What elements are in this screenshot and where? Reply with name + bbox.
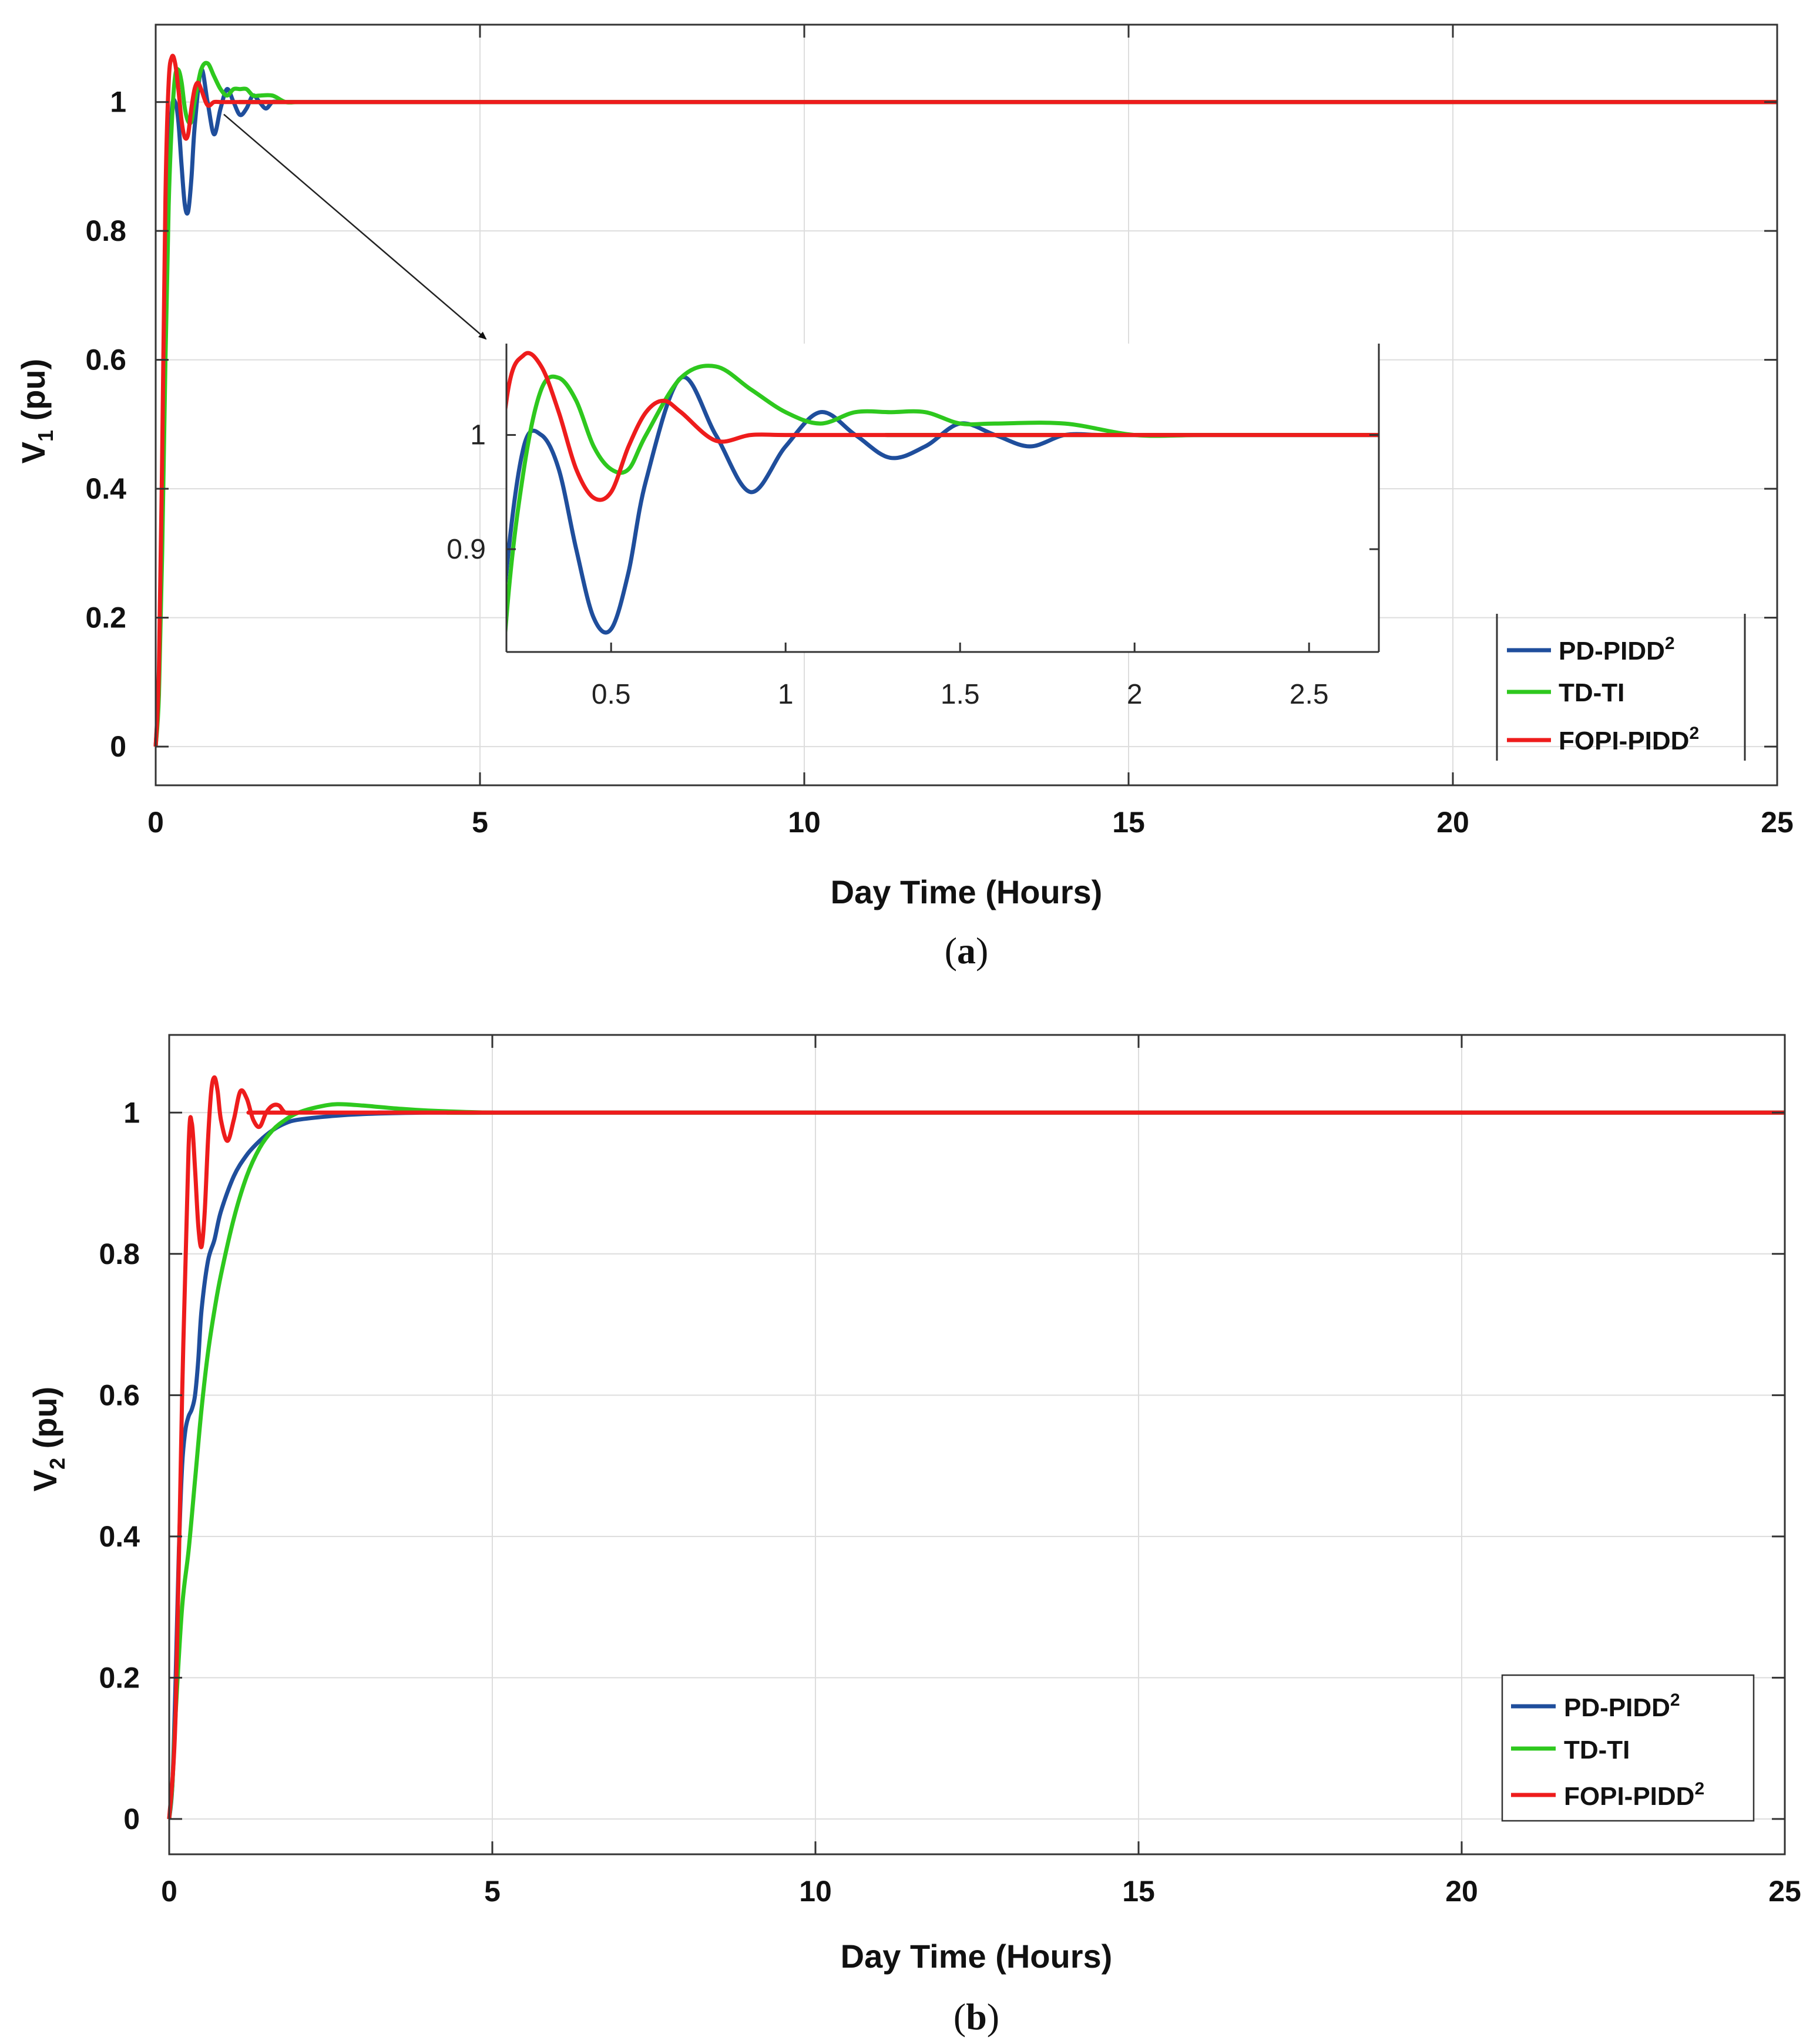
chart-a-series (153, 53, 1777, 747)
chart-a-ytick-label: 0.4 (85, 472, 126, 505)
chart-a-frame (155, 23, 1778, 786)
chart-b-ytick-label: 0 (123, 1803, 140, 1835)
chart-b-xtick-label: 15 (1122, 1875, 1155, 1908)
chart-b-xtick-label: 5 (484, 1875, 501, 1908)
chart-b-ytick-label: 0.6 (99, 1379, 140, 1411)
chart-a: 0 5 10 15 20 25 0 0.2 0.4 0.6 0.8 1 V1 (pu) Day Ti… (15, 23, 1794, 971)
inset-ytick-label: 1 (470, 420, 486, 451)
chart-b-ytick-label: 1 (123, 1096, 140, 1129)
chart-b-series (167, 1075, 1785, 1820)
chart-b-legend: PD-PIDD2 TD-TI FOPI-PIDD2 (1501, 1674, 1755, 1822)
legend-label-td-ti-b: TD-TI (1564, 1736, 1630, 1764)
chart-b-xtick-label: 10 (799, 1875, 832, 1908)
chart-b: 0 5 10 15 20 25 0 0.2 0.4 0.6 0.8 1 V2 (pu) Day Ti… (26, 1034, 1801, 2038)
legend-item-fopi-pidd2-b[interactable]: FOPI-PIDD2 (1511, 1779, 1704, 1811)
chart-a-xtick-label: 0 (147, 806, 164, 839)
chart-b-ytick-label: 0.8 (99, 1238, 140, 1270)
inset-series-line-td-ti (506, 364, 1379, 644)
chart-a-inset-plot-area (506, 344, 1379, 652)
chart-a-xtick-label: 20 (1436, 806, 1469, 839)
legend-label-fopi-pidd2: FOPI-PIDD2 (1559, 724, 1699, 755)
legend-item-td-ti-b[interactable]: TD-TI (1511, 1736, 1630, 1764)
legend-label-pd-pidd2: PD-PIDD2 (1559, 634, 1675, 665)
legend-item-pd-pidd2-b[interactable]: PD-PIDD2 (1511, 1690, 1680, 1722)
inset-xtick-label: 1.5 (941, 679, 980, 710)
chart-a-ytick-label: 0.6 (85, 344, 126, 376)
legend-label-td-ti: TD-TI (1559, 678, 1624, 707)
chart-a-ylabel: V1 (pu) (15, 359, 58, 464)
chart-b-xlabel: Day Time (Hours) (841, 1938, 1113, 1975)
chart-a-x-ticks: 0 5 10 15 20 25 (147, 25, 1794, 839)
chart-a-ytick-label: 0.2 (85, 601, 126, 634)
legend-item-fopi-pidd2[interactable]: FOPI-PIDD2 (1507, 724, 1699, 755)
chart-a-zoom-arrow (223, 113, 487, 340)
inset-xtick-label: 2 (1127, 679, 1143, 710)
chart-a-legend: PD-PIDD2 TD-TI FOPI-PIDD2 (1496, 614, 1746, 761)
legend-item-pd-pidd2[interactable]: PD-PIDD2 (1507, 634, 1675, 665)
chart-a-xtick-label: 5 (472, 806, 488, 839)
inset-series-line-pd-pidd2 (506, 375, 1379, 635)
chart-b-x-ticks: 0 5 10 15 20 25 (161, 1035, 1801, 1908)
legend-label-fopi-pidd2-b: FOPI-PIDD2 (1564, 1779, 1704, 1811)
series-line-fopi-pidd2 (167, 1075, 1785, 1820)
chart-a-inset: 0.5 1 1.5 2 2.5 0.91 (446, 344, 1380, 710)
series-line-fopi-pidd2 (153, 53, 1777, 747)
inset-ytick-label: 0.9 (446, 534, 486, 565)
chart-a-ytick-label: 1 (110, 86, 126, 119)
chart-a-xlabel: Day Time (Hours) (831, 873, 1103, 910)
chart-b-y-ticks: 0 0.2 0.4 0.6 0.8 1 (99, 1096, 1785, 1835)
chart-b-ytick-label: 0.4 (99, 1520, 140, 1553)
inset-series-line-fopi-pidd2 (506, 351, 1379, 502)
chart-a-caption: (a) (945, 930, 989, 971)
chart-a-xtick-label: 25 (1761, 806, 1794, 839)
inset-xtick-label: 1 (778, 679, 794, 710)
chart-b-ytick-label: 0.2 (99, 1661, 140, 1694)
chart-b-xtick-label: 20 (1445, 1875, 1478, 1908)
inset-xtick-label: 2.5 (1290, 679, 1329, 710)
chart-a-ytick-label: 0 (110, 730, 126, 763)
inset-xtick-label: 0.5 (592, 679, 631, 710)
legend-label-pd-pidd2-b: PD-PIDD2 (1564, 1690, 1680, 1722)
chart-b-ylabel: V2 (pu) (26, 1387, 69, 1492)
chart-b-xtick-label: 25 (1768, 1875, 1801, 1908)
chart-b-caption: (b) (953, 1996, 999, 2038)
chart-a-inset-y-ticks: 0.91 (446, 420, 1379, 565)
chart-a-xtick-label: 15 (1112, 806, 1145, 839)
legend-item-td-ti[interactable]: TD-TI (1507, 678, 1624, 707)
chart-b-frame (168, 1034, 1786, 1855)
chart-a-inset-series (506, 351, 1379, 644)
chart-a-inset-x-ticks: 0.5 1 1.5 2 2.5 (592, 643, 1329, 710)
chart-a-xtick-label: 10 (788, 806, 821, 839)
chart-a-y-ticks: 0 0.2 0.4 0.6 0.8 1 (85, 86, 1777, 763)
chart-a-ytick-label: 0.8 (85, 214, 126, 247)
chart-b-xtick-label: 0 (161, 1875, 177, 1908)
